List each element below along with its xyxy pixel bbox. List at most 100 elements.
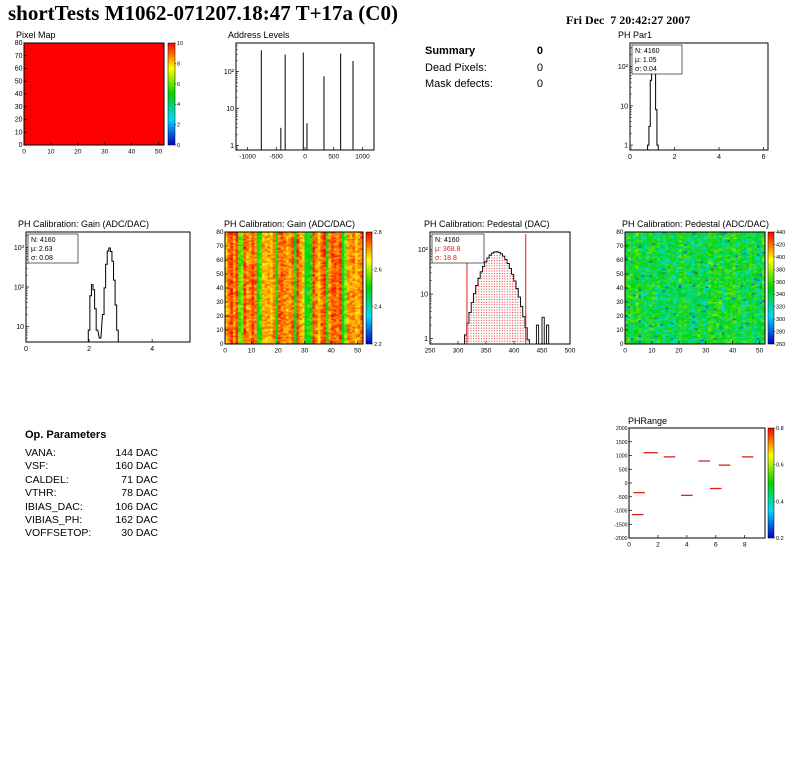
svg-text:400: 400 (509, 348, 520, 355)
svg-text:0: 0 (620, 341, 624, 348)
svg-text:500: 500 (565, 348, 576, 355)
op-param-row: VOFFSETOP: 30 DAC (25, 527, 158, 540)
op-param-row: IBIAS_DAC: 106 DAC (25, 501, 158, 514)
svg-text:2: 2 (673, 154, 677, 161)
svg-text:250: 250 (425, 348, 436, 355)
svg-text:2.2: 2.2 (374, 342, 382, 348)
svg-text:20: 20 (274, 348, 282, 355)
svg-text:10²: 10² (618, 64, 629, 71)
svg-text:-1000: -1000 (614, 509, 627, 515)
svg-text:50: 50 (756, 348, 764, 355)
svg-text:4: 4 (150, 346, 154, 353)
summary-panel: Summary 0 Dead Pixels: 0 Mask defects: 0 (425, 43, 543, 93)
op-param-row: VANA: 144 DAC (25, 447, 158, 460)
svg-text:20: 20 (74, 149, 82, 156)
svg-text:30: 30 (616, 299, 624, 306)
svg-text:2: 2 (87, 346, 91, 353)
svg-text:40: 40 (15, 91, 23, 98)
svg-text:8: 8 (177, 61, 180, 67)
ph-par1-chart: PH Par1 0 2 4 6 1 10 10² N: 4160 μ: 1.05 σ: 0.04 (613, 30, 796, 180)
svg-text:0.2: 0.2 (776, 536, 784, 542)
svg-text:N: 4160: N: 4160 (31, 237, 56, 244)
svg-text:30: 30 (216, 299, 224, 306)
svg-text:280: 280 (776, 330, 785, 336)
svg-text:10: 10 (15, 129, 23, 136)
svg-text:1000: 1000 (616, 454, 628, 460)
op-param-label: VANA: (25, 447, 56, 459)
svg-text:4: 4 (717, 154, 721, 161)
svg-text:400: 400 (776, 255, 785, 261)
svg-text:1500: 1500 (616, 440, 628, 446)
svg-text:40: 40 (128, 149, 136, 156)
svg-text:40: 40 (729, 348, 737, 355)
svg-text:0: 0 (177, 143, 180, 149)
svg-text:PH Par1: PH Par1 (618, 30, 652, 40)
svg-text:N: 4160: N: 4160 (635, 48, 660, 55)
svg-text:440: 440 (776, 230, 785, 236)
svg-text:10: 10 (47, 149, 55, 156)
svg-text:0.8: 0.8 (776, 426, 784, 432)
svg-text:10: 10 (620, 103, 628, 110)
pedestal-histogram-chart: PH Calibration: Pedestal (DAC) 250 300 350 4… (418, 218, 586, 363)
svg-text:360: 360 (776, 280, 785, 286)
op-param-value: 78 DAC (121, 487, 158, 500)
pedestal-map-chart: PH Calibration: Pedestal (ADC/DAC) 0 10 20 3… (616, 218, 796, 363)
op-param-value: 160 DAC (115, 460, 158, 473)
svg-text:80: 80 (616, 229, 624, 236)
dead-pixels-label: Dead Pixels: (425, 61, 487, 74)
svg-text:2.8: 2.8 (374, 230, 382, 236)
page-title: shortTests M1062-071207.18:47 T+17a (C0) (8, 1, 398, 25)
svg-text:Pixel Map: Pixel Map (16, 30, 56, 40)
ph-range-chart: PHRange 0 2 4 6 8 2000 1500 1000 500 0 -500 -1000 -15… (613, 412, 796, 557)
svg-text:60: 60 (616, 257, 624, 264)
svg-text:μ: 1.05: μ: 1.05 (635, 57, 657, 64)
svg-text:N: 4160: N: 4160 (435, 237, 460, 244)
op-param-value: 162 DAC (115, 514, 158, 527)
svg-text:-500: -500 (270, 154, 283, 161)
gain-map-chart: PH Calibration: Gain (ADC/DAC) 0 10 20 30 40 5… (216, 218, 386, 363)
svg-text:10: 10 (16, 324, 24, 331)
svg-text:30: 30 (702, 348, 710, 355)
svg-text:0.6: 0.6 (776, 463, 784, 469)
svg-text:4: 4 (177, 102, 180, 108)
svg-text:260: 260 (776, 342, 785, 348)
svg-text:10: 10 (648, 348, 656, 355)
op-param-value: 71 DAC (121, 473, 158, 486)
svg-text:6: 6 (762, 154, 766, 161)
svg-text:6: 6 (714, 542, 718, 549)
op-param-row: VSF: 160 DAC (25, 460, 158, 473)
address-levels-chart: Address Levels -1000 -500 0 500 1000 1 10 10² (222, 30, 390, 180)
svg-text:380: 380 (776, 267, 785, 273)
svg-text:1: 1 (424, 336, 428, 343)
dead-pixels-value: 0 (536, 61, 543, 74)
svg-text:0: 0 (22, 149, 26, 156)
svg-text:40: 40 (616, 285, 624, 292)
svg-text:500: 500 (619, 467, 628, 473)
svg-text:300: 300 (453, 348, 464, 355)
svg-text:320: 320 (776, 305, 785, 311)
svg-text:0: 0 (625, 481, 628, 487)
svg-text:20: 20 (216, 313, 224, 320)
op-param-label: CALDEL: (25, 473, 69, 486)
svg-text:PH Calibration: Gain (ADC/DAC): PH Calibration: Gain (ADC/DAC) (224, 219, 355, 229)
svg-text:0: 0 (24, 346, 28, 353)
op-param-row: VTHR: 78 DAC (25, 487, 158, 500)
svg-text:8: 8 (743, 542, 747, 549)
svg-text:60: 60 (216, 257, 224, 264)
svg-text:μ: 2.63: μ: 2.63 (31, 246, 53, 253)
svg-text:0: 0 (220, 341, 224, 348)
svg-text:Address Levels: Address Levels (228, 30, 290, 40)
svg-text:10³: 10³ (14, 245, 25, 252)
op-param-row: VIBIAS_PH: 162 DAC (25, 514, 158, 527)
svg-text:50: 50 (15, 78, 23, 85)
svg-text:10²: 10² (14, 285, 25, 292)
svg-text:30: 30 (301, 348, 309, 355)
svg-text:20: 20 (15, 117, 23, 124)
svg-text:0: 0 (627, 542, 631, 549)
mask-defects-value: 0 (536, 78, 543, 90)
svg-text:2: 2 (177, 123, 180, 129)
svg-text:70: 70 (616, 243, 624, 250)
svg-text:1: 1 (624, 143, 628, 150)
svg-text:20: 20 (616, 313, 624, 320)
svg-text:30: 30 (15, 104, 23, 111)
